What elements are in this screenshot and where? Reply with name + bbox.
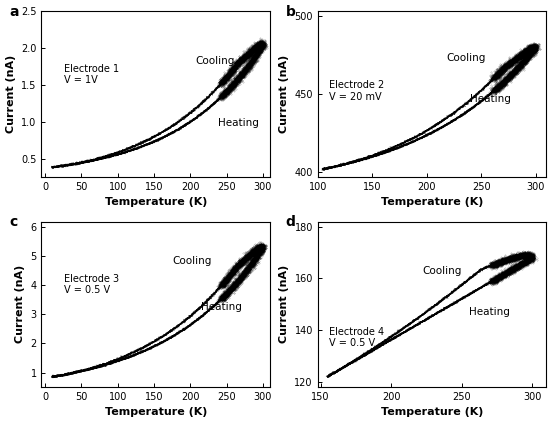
- X-axis label: Temperature (K): Temperature (K): [105, 198, 207, 207]
- X-axis label: Temperature (K): Temperature (K): [105, 407, 207, 418]
- Text: Heating: Heating: [201, 302, 242, 312]
- X-axis label: Temperature (K): Temperature (K): [381, 407, 483, 418]
- Text: Heating: Heating: [218, 118, 259, 128]
- Y-axis label: Current (nA): Current (nA): [6, 55, 15, 133]
- Y-axis label: Current (nA): Current (nA): [15, 265, 25, 343]
- Text: b: b: [286, 5, 295, 19]
- Text: a: a: [9, 5, 19, 19]
- Text: Cooling: Cooling: [172, 256, 211, 266]
- Text: Electrode 4
V = 0.5 V: Electrode 4 V = 0.5 V: [329, 327, 384, 348]
- X-axis label: Temperature (K): Temperature (K): [381, 198, 483, 207]
- Y-axis label: Current (nA): Current (nA): [279, 55, 289, 133]
- Y-axis label: Current (nA): Current (nA): [279, 265, 289, 343]
- Text: Heating: Heating: [470, 94, 511, 104]
- Text: Electrode 2
V = 20 mV: Electrode 2 V = 20 mV: [329, 80, 384, 102]
- Text: Heating: Heating: [469, 307, 509, 317]
- Text: Electrode 1
V = 1V: Electrode 1 V = 1V: [65, 63, 119, 85]
- Text: Cooling: Cooling: [195, 57, 235, 66]
- Text: Electrode 3
V = 0.5 V: Electrode 3 V = 0.5 V: [65, 274, 119, 295]
- Text: Cooling: Cooling: [422, 266, 461, 276]
- Text: d: d: [286, 215, 295, 229]
- Text: Cooling: Cooling: [446, 53, 486, 63]
- Text: c: c: [9, 215, 18, 229]
